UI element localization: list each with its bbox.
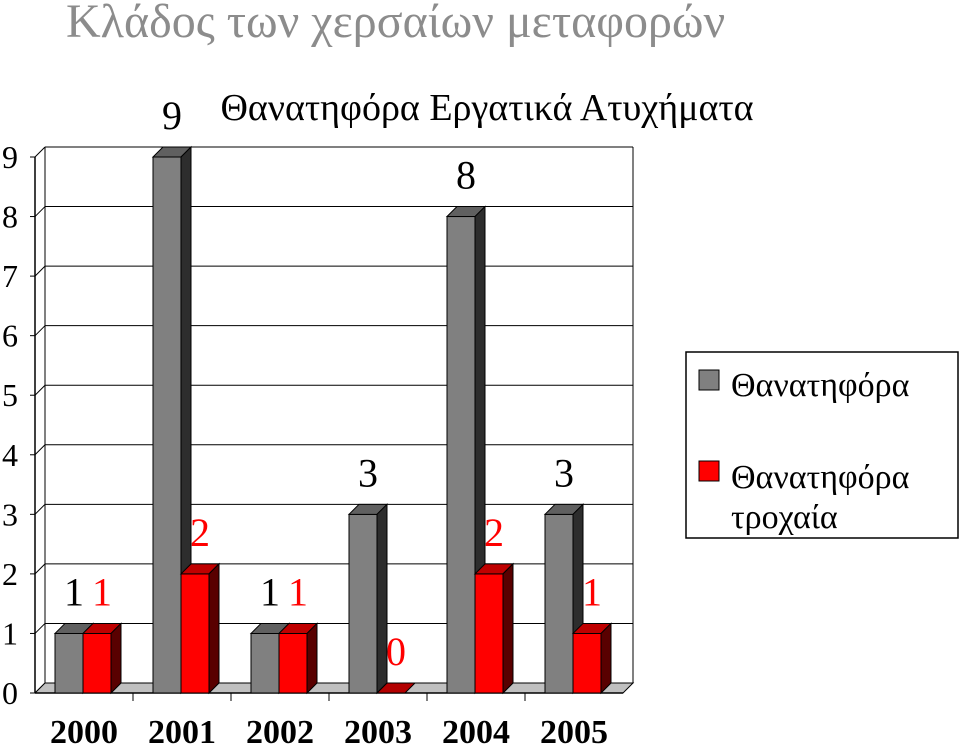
data-label: 1 xyxy=(260,569,280,614)
bar xyxy=(474,573,504,694)
y-tick-label: 3 xyxy=(2,496,18,532)
gridline-connector xyxy=(34,444,46,456)
legend-swatch xyxy=(698,460,720,482)
x-tick-label: 2004 xyxy=(442,714,510,749)
legend-label: τροχαία xyxy=(731,499,838,536)
data-label: 2 xyxy=(484,510,504,555)
bar xyxy=(82,632,112,694)
bar-side xyxy=(306,622,318,695)
bar xyxy=(250,632,280,694)
bar xyxy=(54,632,84,694)
y-tick-label: 9 xyxy=(2,139,18,175)
y-tick-label: 2 xyxy=(2,556,18,592)
y-tick-label: 8 xyxy=(2,199,18,235)
bar-side xyxy=(502,562,514,695)
legend-box xyxy=(685,351,959,539)
bar xyxy=(278,632,308,694)
bar xyxy=(446,216,476,694)
bar-side xyxy=(208,562,220,695)
y-tick-label: 0 xyxy=(2,675,18,711)
x-tick-label: 2003 xyxy=(344,714,412,749)
legend-label: Θανατηφόρα xyxy=(731,459,910,496)
gridline-connector xyxy=(34,265,46,277)
x-tick-label: 2002 xyxy=(246,714,314,749)
data-label: 9 xyxy=(162,93,182,138)
gridline-connector xyxy=(34,623,46,634)
floor xyxy=(33,682,635,694)
data-label: 3 xyxy=(358,450,378,495)
y-tick-label: 5 xyxy=(2,377,18,413)
data-label: 2 xyxy=(190,510,210,555)
data-label: 0 xyxy=(386,629,406,674)
bar-top xyxy=(375,682,417,694)
y-tick-label: 7 xyxy=(2,258,18,294)
bar-side xyxy=(600,622,612,695)
x-tick-label: 2005 xyxy=(540,714,608,749)
bar xyxy=(152,156,182,694)
data-label: 3 xyxy=(554,450,574,495)
data-label: 1 xyxy=(288,569,308,614)
bar xyxy=(544,513,574,694)
page-title: Κλάδος των χερσαίων μεταφορών xyxy=(66,0,726,48)
chart-title: Θανατηφόρα Εργατικά Ατυχήματα xyxy=(220,87,753,129)
bar xyxy=(180,573,210,694)
bar xyxy=(572,632,602,694)
legend-swatch xyxy=(698,369,720,391)
gridline-connector xyxy=(34,503,46,515)
data-label: 1 xyxy=(582,569,602,614)
gridline-connector xyxy=(34,384,46,396)
y-tick-label: 6 xyxy=(2,318,18,354)
data-label: 1 xyxy=(64,569,84,614)
gridline-connector xyxy=(34,563,46,575)
gridline-connector xyxy=(34,325,46,337)
data-label: 1 xyxy=(92,569,112,614)
gridline-connector xyxy=(34,206,46,217)
x-tick-label: 2000 xyxy=(50,714,118,749)
legend-label: Θανατηφόρα xyxy=(731,367,910,404)
gridline-connector xyxy=(34,146,46,158)
bar-side xyxy=(110,622,122,695)
bar xyxy=(348,513,378,694)
y-tick-label: 1 xyxy=(2,615,18,651)
x-tick-label: 2001 xyxy=(148,714,216,749)
y-tick-label: 4 xyxy=(2,437,18,473)
data-label: 8 xyxy=(456,153,476,198)
